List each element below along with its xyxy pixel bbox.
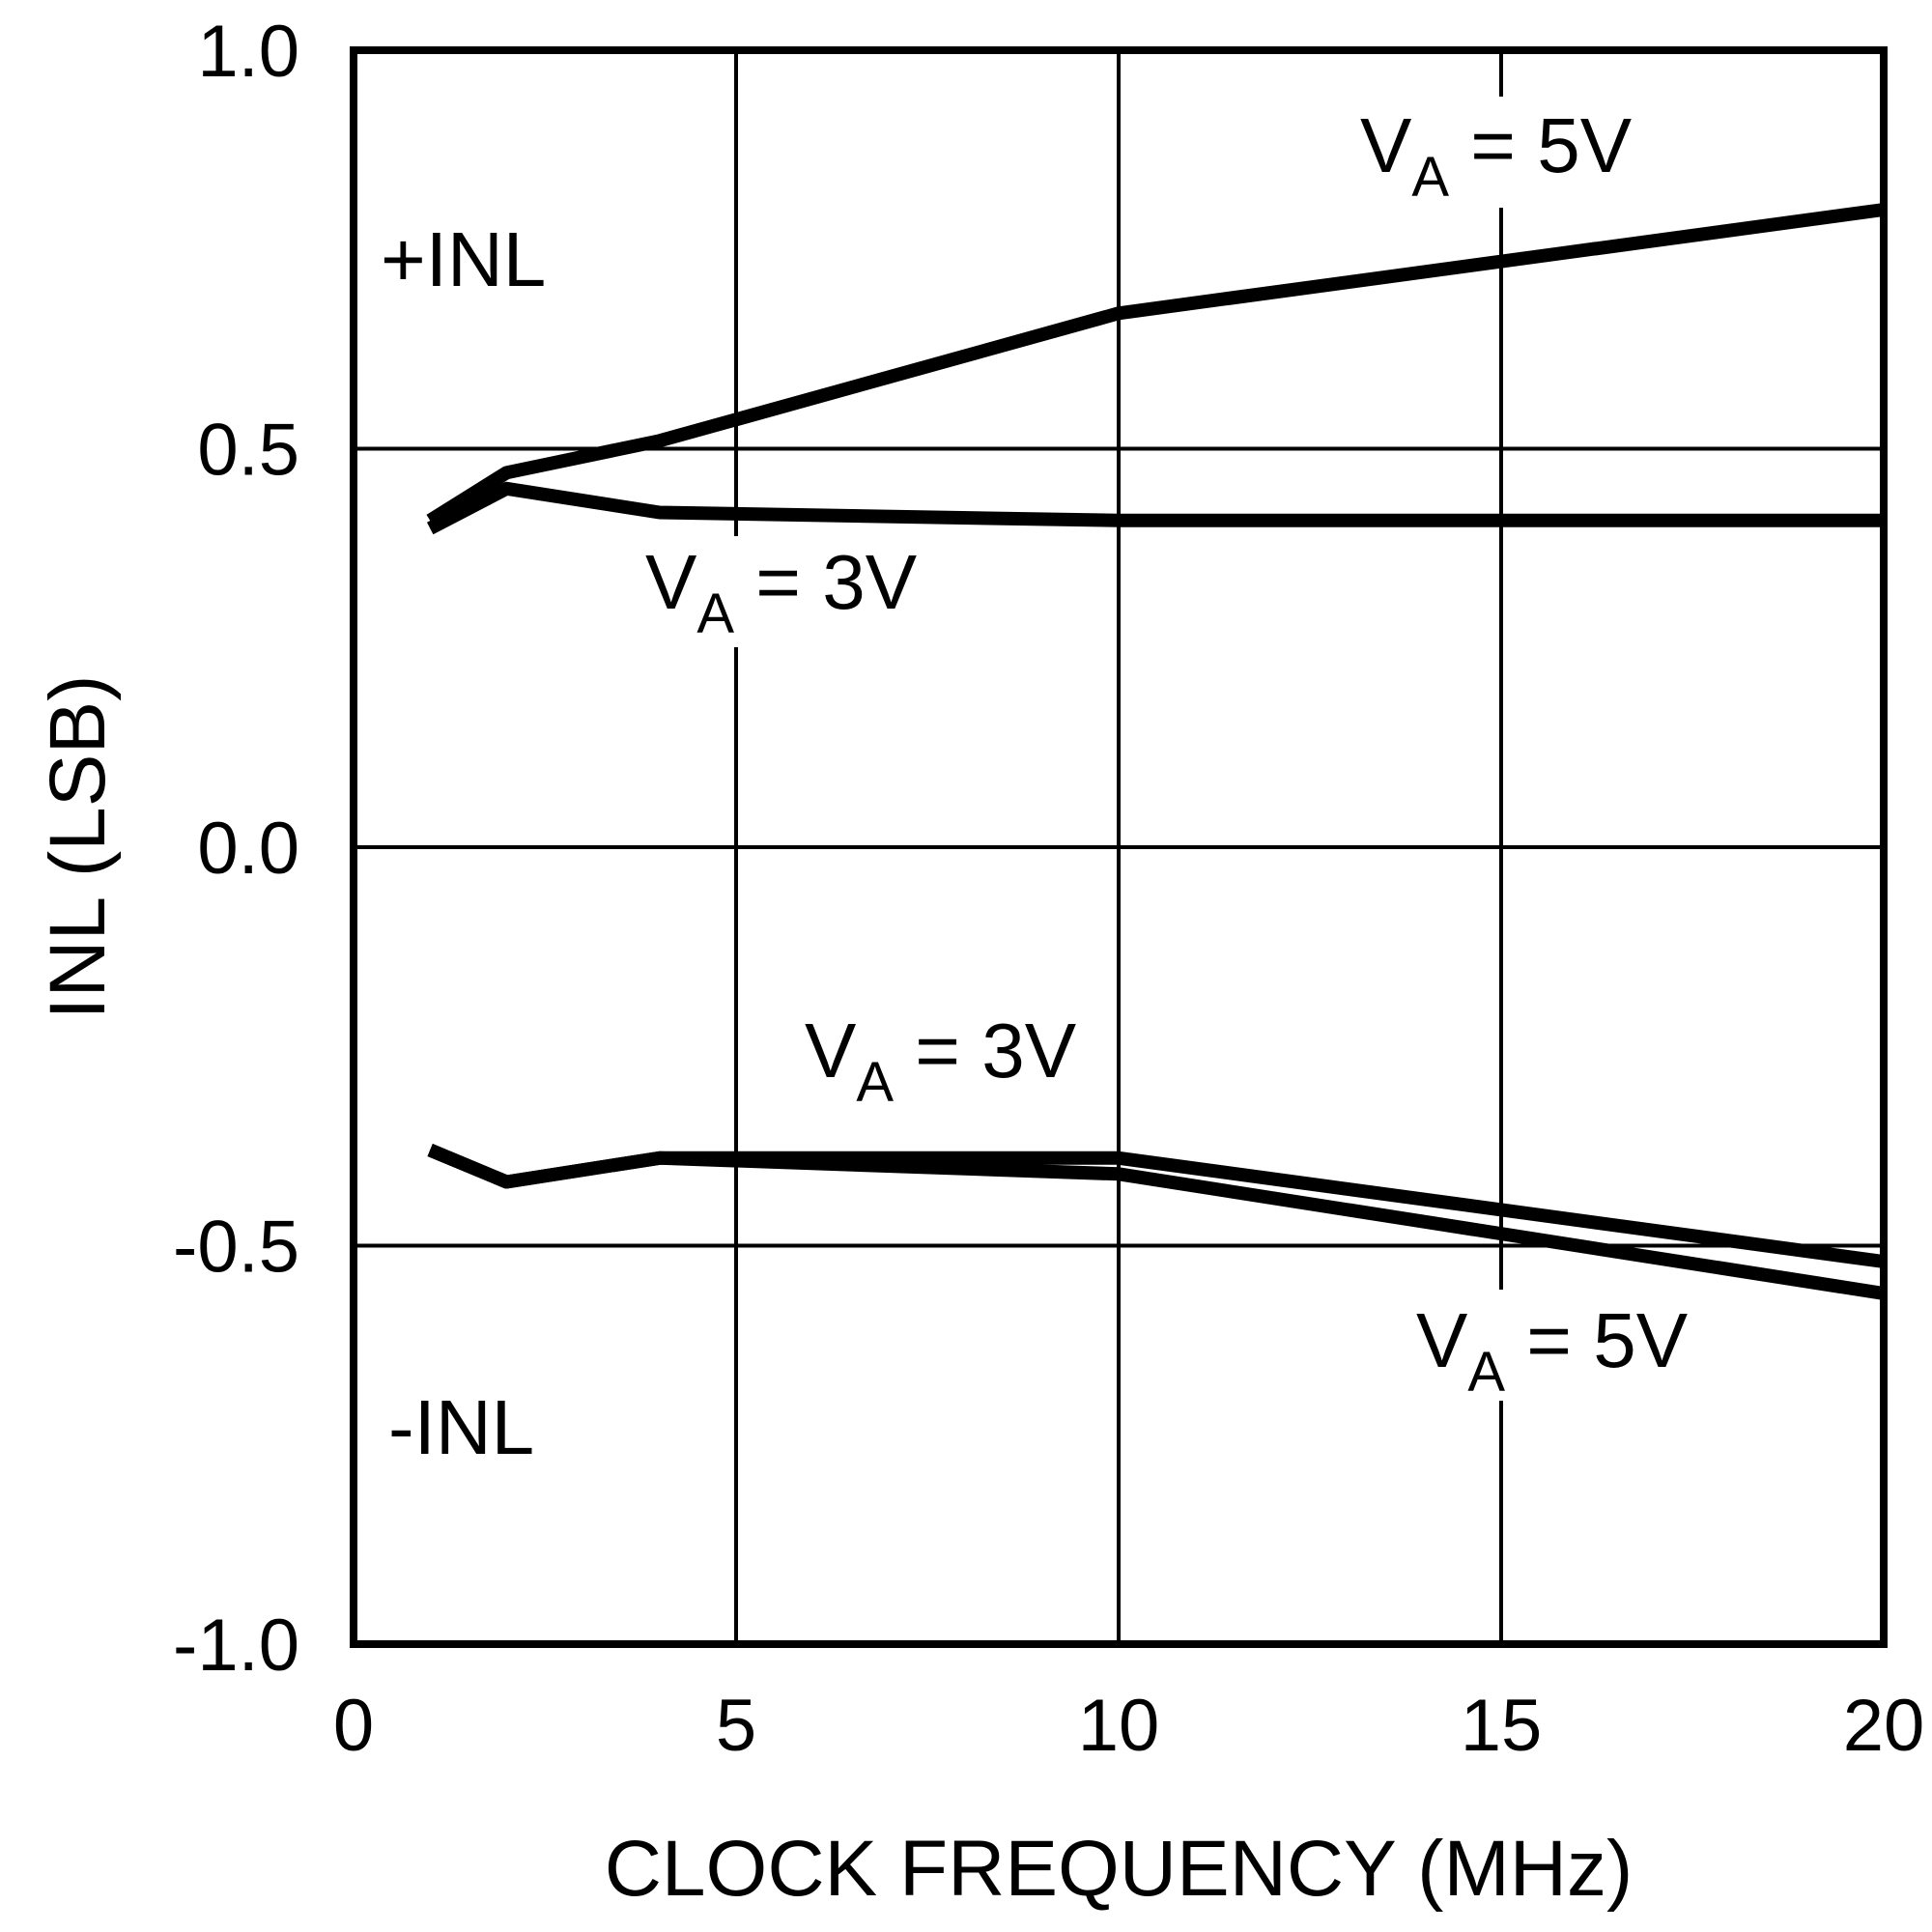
annotation-va3-bottom: VA = 3V <box>805 1008 1077 1114</box>
y-tick-labels: 1.0 0.5 0.0 -0.5 -1.0 <box>173 11 299 1687</box>
series-line-3 <box>427 1144 1886 1300</box>
annotation-va3-top: VA = 3V <box>645 539 918 645</box>
y-tick-label: -0.5 <box>173 1207 299 1289</box>
x-tick-label: 5 <box>716 1685 756 1767</box>
annotation-va5-bottom: VA = 5V <box>1416 1297 1689 1404</box>
annotation-neg-inl: -INL <box>388 1384 534 1470</box>
x-axis-title: CLOCK FREQUENCY (MHz) <box>605 1825 1634 1913</box>
annotation-va5-top-rest: = 5V <box>1449 102 1633 188</box>
y-tick-label: 0.5 <box>197 410 299 492</box>
grid <box>354 50 1884 1644</box>
annotation-va5-bottom-bg <box>1408 1290 1727 1401</box>
x-tick-label: 20 <box>1843 1685 1925 1767</box>
annotation-va5-top-bg <box>1352 97 1671 208</box>
x-tick-label: 0 <box>333 1685 374 1767</box>
annotation-va3-bottom-rest: = 3V <box>894 1008 1077 1094</box>
annotation-va5-bottom-sub: A <box>1467 1341 1505 1404</box>
annotation-pos-inl: +INL <box>381 216 546 302</box>
y-tick-label: 1.0 <box>197 11 299 93</box>
annotation-va5-top: VA = 5V <box>1360 102 1633 209</box>
x-tick-label: 10 <box>1078 1685 1160 1767</box>
series-line-1 <box>426 481 1884 535</box>
annotation-va3-bottom-bg <box>797 1000 1116 1121</box>
annotations: +INL -INL VA = 5V VA = 3V VA = 3V VA = 5… <box>381 97 1727 1470</box>
x-tick-labels: 0 5 10 15 20 <box>333 1685 1924 1767</box>
annotation-va5-top-sub: A <box>1411 146 1449 209</box>
annotation-va5-bottom-rest: = 5V <box>1505 1297 1689 1383</box>
series-line-0 <box>426 203 1885 526</box>
annotation-va5-top-main: V <box>1360 102 1412 188</box>
x-tick-label: 15 <box>1461 1685 1543 1767</box>
annotation-va3-top-bg <box>638 536 956 647</box>
annotation-va5-bottom-main: V <box>1416 1297 1468 1383</box>
y-axis-title: INL (LSB) <box>34 675 122 1020</box>
annotation-va3-top-main: V <box>645 539 697 625</box>
y-tick-label: -1.0 <box>173 1605 299 1687</box>
annotation-va3-bottom-main: V <box>805 1008 857 1094</box>
annotation-va3-top-sub: A <box>696 582 734 645</box>
y-tick-label: 0.0 <box>197 808 299 890</box>
plot-frame <box>350 46 1888 1648</box>
annotation-va3-top-rest: = 3V <box>734 539 918 625</box>
annotation-va3-bottom-sub: A <box>856 1051 894 1114</box>
series-layer <box>426 203 1886 1300</box>
